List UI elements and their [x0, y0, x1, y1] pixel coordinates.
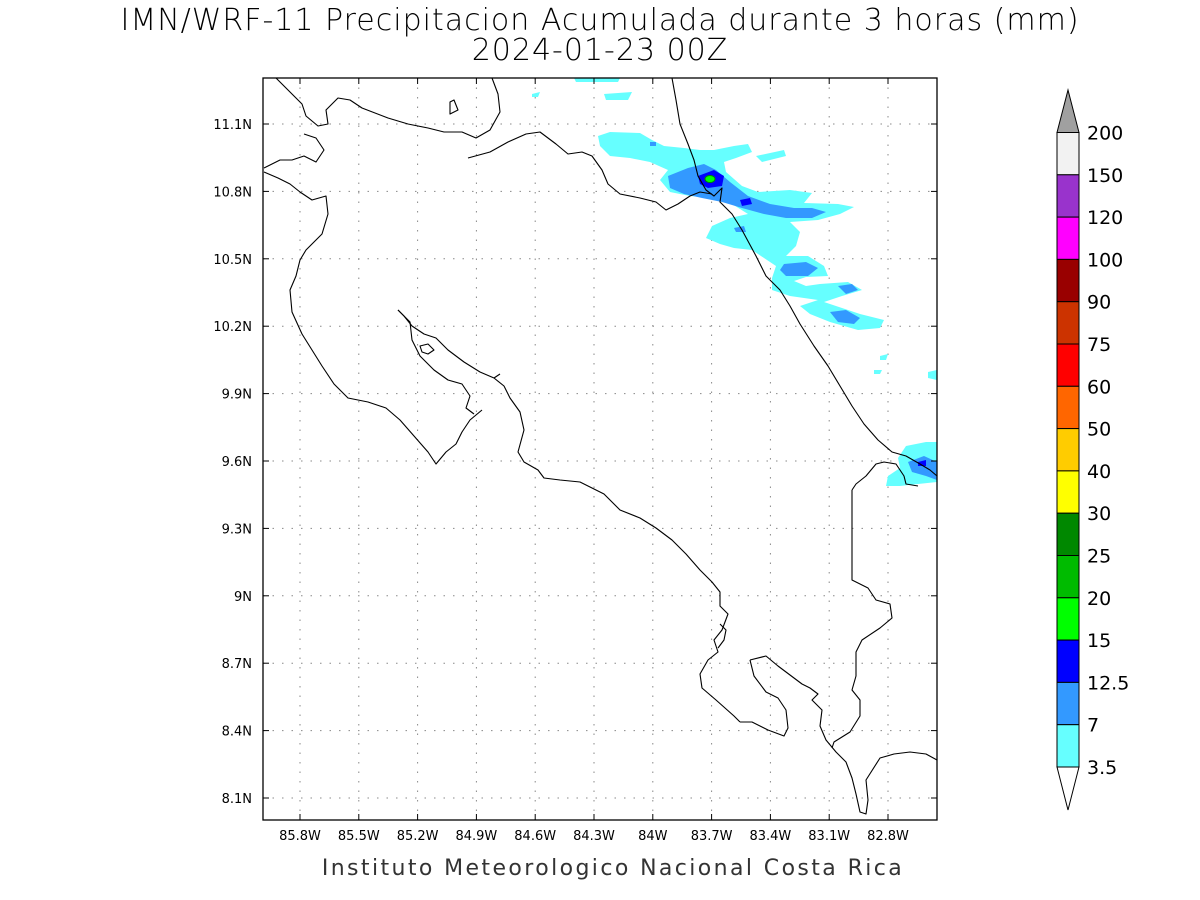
- colorbar-swatch: [1056, 301, 1080, 345]
- longitude-tick-label: 85.5W: [338, 829, 380, 844]
- colorbar-swatch: [1056, 555, 1080, 599]
- latitude-tick-label: 9.3N: [222, 522, 252, 537]
- colorbar: 200 150 120 100 90 75 60 50 40 30 25 20 15 12.5 7 3.5: [1056, 88, 1129, 811]
- colorbar-label: 20: [1087, 588, 1111, 610]
- colorbar-swatch: [1056, 597, 1080, 641]
- colorbar-label: 90: [1087, 292, 1111, 314]
- map-subtitle: 2024-01-23 00Z: [471, 33, 729, 68]
- colorbar-label: 7: [1087, 715, 1099, 737]
- longitude-labels: 85.8W 85.5W 85.2W 84.9W 84.6W 84.3W 84W 83.7W 83…: [279, 829, 909, 844]
- colorbar-label: 40: [1087, 461, 1111, 483]
- latitude-tick-label: 10.2N: [213, 320, 252, 335]
- colorbar-swatch: [1056, 174, 1080, 218]
- latitude-tick-label: 8.1N: [222, 792, 252, 807]
- colorbar-swatch: [1056, 385, 1080, 430]
- colorbar-label: 30: [1087, 503, 1111, 525]
- latitude-tick-label: 10.8N: [213, 185, 252, 200]
- colorbar-label: 12.5: [1087, 672, 1129, 694]
- longitude-tick-label: 83.4W: [749, 829, 791, 844]
- colorbar-swatch: [1056, 724, 1080, 768]
- colorbar-label: 60: [1087, 376, 1111, 398]
- colorbar-label: 120: [1087, 207, 1123, 229]
- colorbar-label: 150: [1087, 165, 1123, 187]
- credit-text: Instituto Meteorologico Nacional Costa R…: [321, 856, 905, 881]
- latitude-tick-label: 10.5N: [213, 253, 252, 268]
- colorbar-swatch: [1056, 132, 1080, 176]
- colorbar-bottom-arrow: [1056, 766, 1080, 811]
- colorbar-swatch: [1056, 258, 1080, 303]
- colorbar-swatch: [1056, 512, 1080, 557]
- latitude-tick-label: 9.9N: [222, 388, 252, 403]
- axis-ticks: [263, 78, 937, 820]
- longitude-tick-label: 82.8W: [867, 829, 909, 844]
- longitude-tick-label: 83.1W: [808, 829, 850, 844]
- longitude-tick-label: 84.9W: [455, 829, 497, 844]
- latitude-tick-label: 11.1N: [213, 118, 252, 133]
- colorbar-swatch: [1056, 216, 1080, 260]
- longitude-tick-label: 84W: [638, 829, 668, 844]
- longitude-tick-label: 85.2W: [397, 829, 439, 844]
- longitude-tick-label: 83.7W: [691, 829, 733, 844]
- colorbar-label: 100: [1087, 249, 1123, 271]
- latitude-labels: 11.1N 10.8N 10.5N 10.2N 9.9N 9.6N 9.3N 9N 8.7N 8.…: [213, 118, 252, 807]
- longitude-tick-label: 84.6W: [514, 829, 556, 844]
- colorbar-top-arrow: [1056, 88, 1080, 133]
- longitude-tick-label: 84.3W: [573, 829, 615, 844]
- longitude-tick-label: 85.8W: [279, 829, 321, 844]
- colorbar-swatch: [1056, 343, 1080, 387]
- latitude-tick-label: 9.6N: [222, 455, 252, 470]
- precip-area-light: [532, 78, 937, 486]
- colorbar-swatch: [1056, 639, 1080, 683]
- map-frame: [262, 77, 938, 821]
- colorbar-label: 75: [1087, 334, 1111, 356]
- map-title: IMN/WRF-11 Precipitacion Acumulada duran…: [120, 3, 1080, 38]
- coastlines: [263, 77, 938, 815]
- colorbar-label: 25: [1087, 546, 1111, 568]
- colorbar-swatch: [1056, 681, 1080, 726]
- latitude-tick-label: 8.4N: [222, 725, 252, 740]
- colorbar-label: 3.5: [1087, 757, 1117, 779]
- colorbar-label: 50: [1087, 419, 1111, 441]
- colorbar-label: 15: [1087, 630, 1111, 652]
- colorbar-label: 200: [1087, 123, 1123, 145]
- colorbar-swatch: [1056, 428, 1080, 472]
- map-grid: [263, 78, 937, 820]
- colorbar-swatch: [1056, 470, 1080, 514]
- latitude-tick-label: 8.7N: [222, 657, 252, 672]
- precip-area-intense: [704, 175, 716, 183]
- latitude-tick-label: 9N: [234, 590, 252, 605]
